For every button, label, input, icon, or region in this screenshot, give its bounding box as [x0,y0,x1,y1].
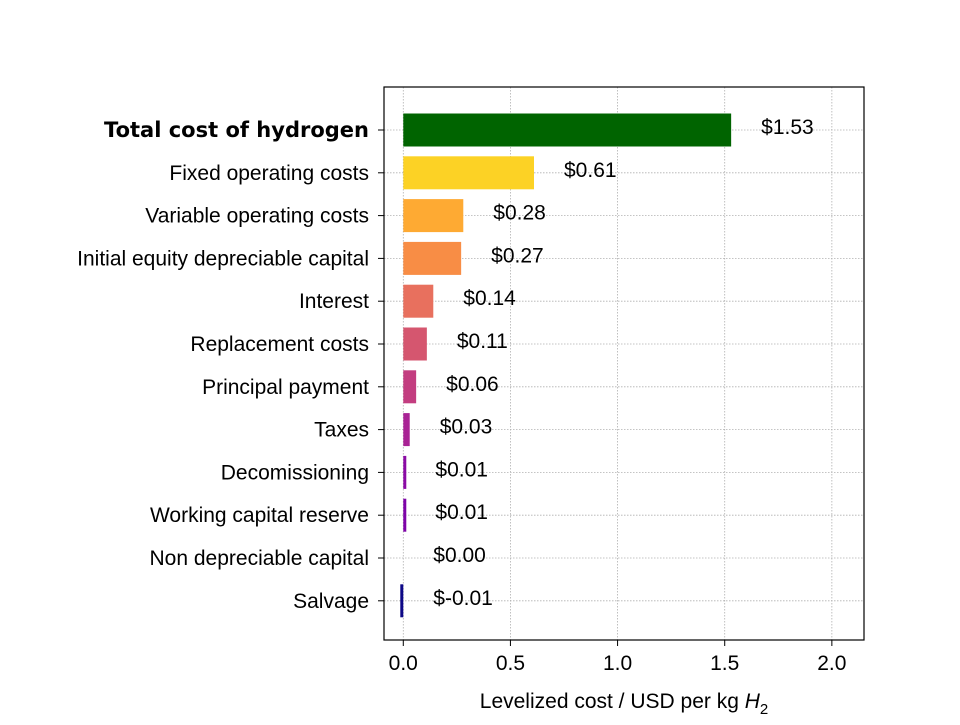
value-label: $0.28 [493,202,546,225]
bar [403,156,534,190]
value-label: $0.03 [440,416,493,439]
y-tick-label: Decomissioning [221,461,369,484]
value-label: $1.53 [761,116,814,139]
value-label: $0.01 [435,458,488,481]
y-tick-label: Interest [299,290,369,313]
tick-layer [378,129,833,646]
y-tick-label: Taxes [314,419,369,442]
y-tick-label: Salvage [293,590,369,613]
x-axis-label-subscript: 2 [760,701,768,718]
bar [403,199,464,233]
x-tick-label: 2.0 [817,652,846,675]
value-label: $0.06 [446,373,499,396]
y-tick-label: Principal payment [202,376,369,399]
bar [403,113,732,147]
x-axis-label: Levelized cost / USD per kg H2 [480,690,768,718]
bar [403,284,434,318]
x-tick-label: 1.5 [710,652,739,675]
y-tick-label: Fixed operating costs [169,162,369,185]
x-tick-label: 1.0 [603,652,632,675]
x-tick-label: 0.5 [496,652,525,675]
bar [403,498,407,532]
value-label: $0.27 [491,244,544,267]
x-axis-label-main: Levelized cost / USD per kg [480,690,745,713]
y-tick-label: Initial equity depreciable capital [77,247,369,270]
value-label: $0.11 [457,330,508,353]
x-tick-label: 0.0 [389,652,418,675]
value-label: $0.01 [435,501,488,524]
y-tick-label: Non depreciable capital [150,547,369,570]
bar [403,370,417,404]
bar [403,455,407,489]
plot-frame [383,86,865,641]
y-tick-label: Replacement costs [190,333,369,356]
value-label: $-0.01 [433,587,493,610]
bar [400,584,404,618]
y-tick-label: Variable operating costs [145,205,369,228]
value-label: $0.14 [463,287,516,310]
label-layer: 0.0 0.5 1.0 1.5 2.0 Total cost of hydrogen $1.… [77,116,846,675]
bar-layer [400,113,732,618]
x-axis-label-symbol: H [745,690,761,713]
bar [403,241,462,275]
bar [403,327,427,361]
y-tick-label: Total cost of hydrogen [104,118,369,142]
bar [403,413,410,447]
value-label: $0.00 [433,544,486,567]
y-tick-label: Working capital reserve [150,504,369,527]
value-label: $0.61 [564,159,617,182]
grid-layer [384,87,864,640]
